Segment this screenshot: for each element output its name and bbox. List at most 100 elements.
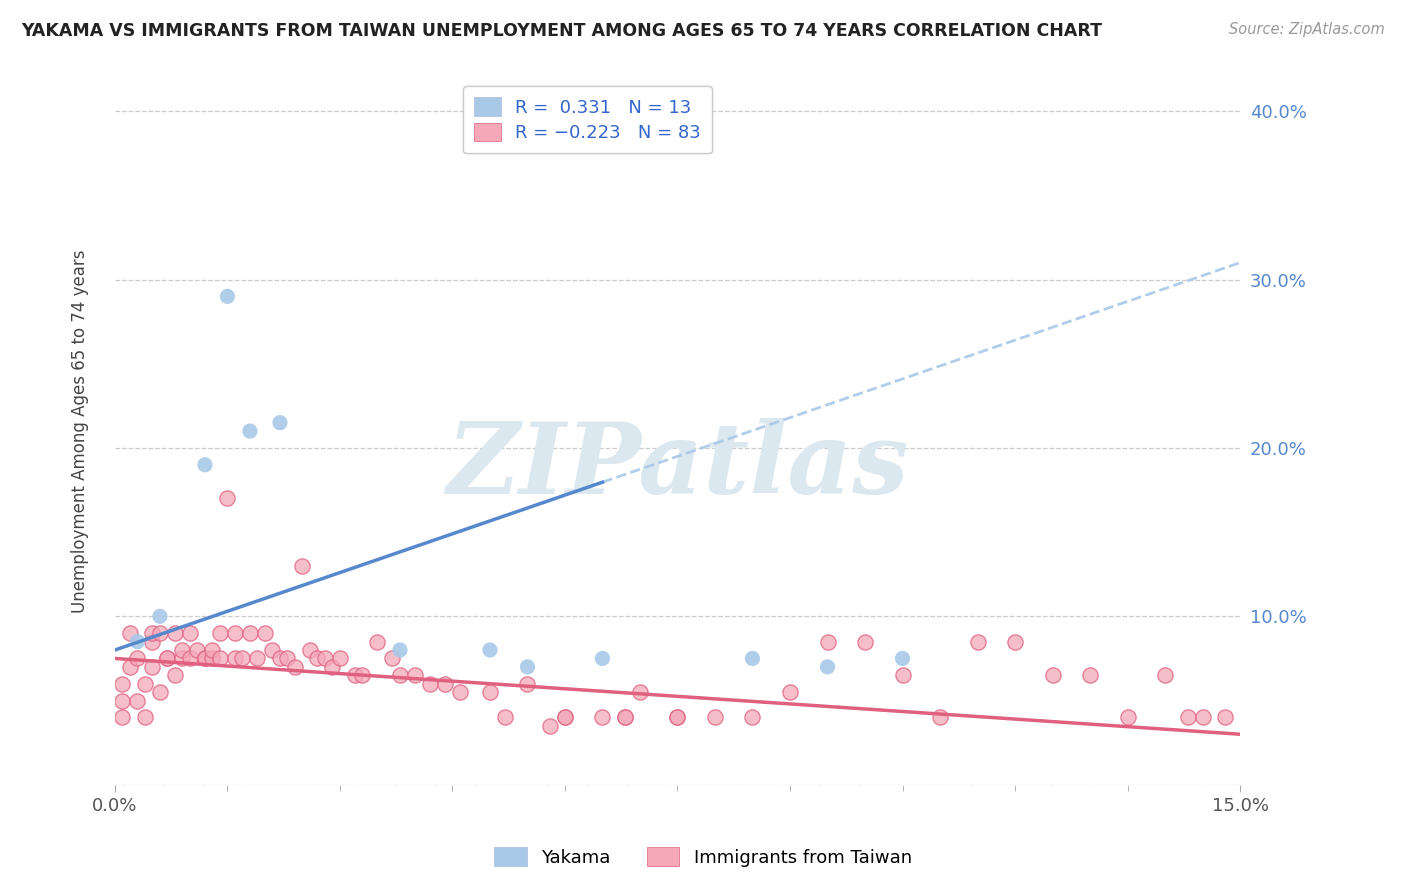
Point [1191,710,1213,724]
Point [201,643,224,657]
Point [291,558,314,573]
Point [554,710,576,724]
Point [111,676,134,690]
Point [1213,710,1236,724]
Point [172,643,194,657]
Point [929,710,952,724]
Point [779,685,801,699]
Point [208,626,231,640]
Text: Source: ZipAtlas.com: Source: ZipAtlas.com [1229,22,1385,37]
Point [478,643,501,657]
Point [269,651,291,665]
Point [253,626,276,640]
Point [118,660,141,674]
Point [149,626,172,640]
Point [554,710,576,724]
Point [224,651,246,665]
Point [494,710,516,724]
Point [172,651,194,665]
Point [538,719,561,733]
Point [449,685,471,699]
Text: ZIPatlas: ZIPatlas [446,418,908,515]
Text: YAKAMA VS IMMIGRANTS FROM TAIWAN UNEMPLOYMENT AMONG AGES 65 TO 74 YEARS CORRELAT: YAKAMA VS IMMIGRANTS FROM TAIWAN UNEMPLO… [21,22,1102,40]
Point [217,491,239,506]
Point [592,710,614,724]
Legend: Yakama, Immigrants from Taiwan: Yakama, Immigrants from Taiwan [486,840,920,874]
Point [194,651,217,665]
Point [817,660,839,674]
Point [404,668,426,682]
Point [127,651,149,665]
Point [853,634,876,648]
Point [246,651,269,665]
Point [163,668,186,682]
Point [388,643,411,657]
Point [239,424,262,438]
Point [163,626,186,640]
Point [284,660,307,674]
Point [141,634,163,648]
Point [149,609,172,624]
Point [352,668,374,682]
Point [704,710,727,724]
Point [628,685,651,699]
Point [208,651,231,665]
Point [298,643,321,657]
Y-axis label: Unemployment Among Ages 65 to 74 years: Unemployment Among Ages 65 to 74 years [72,250,89,613]
Point [329,651,352,665]
Point [156,651,179,665]
Point [1004,634,1026,648]
Point [111,693,134,707]
Point [141,626,163,640]
Point [419,676,441,690]
Point [269,416,291,430]
Point [1042,668,1064,682]
Point [741,651,763,665]
Point [388,668,411,682]
Point [179,651,201,665]
Point [966,634,988,648]
Point [134,676,156,690]
Point [276,651,298,665]
Point [194,458,217,472]
Point [1116,710,1139,724]
Point [592,651,614,665]
Point [366,634,388,648]
Point [891,651,914,665]
Point [666,710,689,724]
Point [149,685,172,699]
Point [891,668,914,682]
Legend: R =  0.331   N = 13, R = −0.223   N = 83: R = 0.331 N = 13, R = −0.223 N = 83 [463,87,711,153]
Point [141,660,163,674]
Point [224,626,246,640]
Point [478,685,501,699]
Point [741,710,763,724]
Point [118,626,141,640]
Point [127,634,149,648]
Point [614,710,637,724]
Point [217,289,239,303]
Point [381,651,404,665]
Point [134,710,156,724]
Point [516,676,538,690]
Point [817,634,839,648]
Point [127,693,149,707]
Point [307,651,329,665]
Point [186,643,208,657]
Point [239,626,262,640]
Point [343,668,366,682]
Point [1177,710,1199,724]
Point [262,643,284,657]
Point [1154,668,1177,682]
Point [321,660,343,674]
Point [614,710,637,724]
Point [433,676,456,690]
Point [231,651,253,665]
Point [111,710,134,724]
Point [516,660,538,674]
Point [1078,668,1101,682]
Point [194,651,217,665]
Point [314,651,336,665]
Point [201,651,224,665]
Point [156,651,179,665]
